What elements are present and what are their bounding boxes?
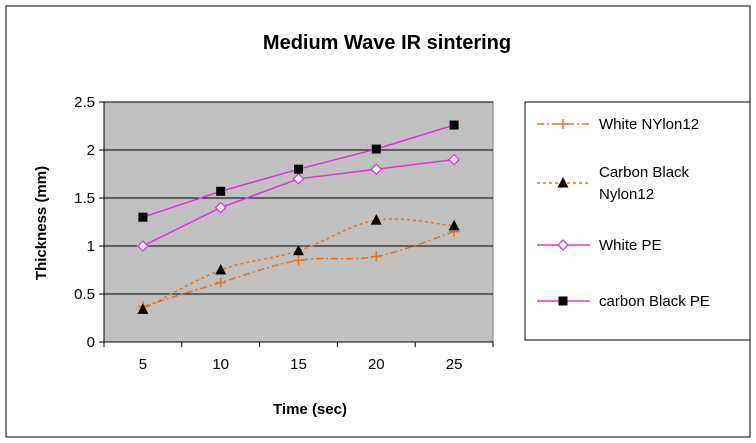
legend-marker bbox=[557, 177, 569, 188]
data-point bbox=[293, 244, 304, 256]
data-point bbox=[216, 186, 226, 196]
legend-label-line: Carbon Black bbox=[599, 164, 690, 181]
data-point bbox=[448, 219, 460, 231]
y-tick-label: 2 bbox=[87, 142, 95, 159]
data-point bbox=[371, 144, 381, 154]
legend-label: White NYlon12 bbox=[599, 116, 699, 133]
legend-marker bbox=[558, 119, 568, 129]
data-point bbox=[371, 251, 382, 262]
series-line-2 bbox=[142, 218, 455, 311]
y-tick-label: 2.5 bbox=[74, 94, 95, 111]
data-point bbox=[370, 214, 382, 225]
data-point bbox=[293, 255, 304, 266]
legend-label-line: Nylon12 bbox=[599, 186, 654, 203]
data-point bbox=[370, 163, 383, 176]
legend-label-line: White PE bbox=[599, 237, 662, 254]
legend-marker bbox=[557, 239, 569, 251]
data-point bbox=[292, 172, 305, 185]
data-point bbox=[138, 212, 148, 222]
legend-label-line: carbon Black PE bbox=[599, 293, 710, 310]
x-axis-title: Time (sec) bbox=[273, 401, 347, 418]
y-tick-label: 0 bbox=[87, 334, 95, 351]
data-point bbox=[294, 164, 303, 174]
data-point bbox=[449, 120, 459, 130]
legend: White NYlon12 Carbon Black Nylon12 White PE… bbox=[524, 101, 751, 341]
legend-label: White PE bbox=[599, 237, 662, 254]
chart-title: Medium Wave IR sintering bbox=[263, 32, 511, 54]
x-tick-label: 15 bbox=[290, 356, 307, 373]
x-tick-label: 10 bbox=[212, 356, 229, 373]
data-point bbox=[137, 303, 149, 314]
y-tick-label: 0.5 bbox=[74, 286, 95, 303]
data-point bbox=[448, 153, 461, 166]
legend-label: Carbon Black Nylon12 bbox=[599, 164, 690, 203]
x-tick-label: 20 bbox=[368, 356, 385, 373]
y-tick-label: 1.5 bbox=[74, 190, 95, 207]
y-tick-label: 1 bbox=[87, 238, 95, 255]
x-tick-label: 25 bbox=[446, 356, 463, 373]
y-axis-title: Thickness (mm) bbox=[33, 166, 50, 280]
x-tick-label: 5 bbox=[139, 356, 147, 373]
data-point bbox=[214, 201, 227, 214]
legend-marker bbox=[558, 296, 568, 306]
data-point bbox=[215, 277, 226, 288]
data-point bbox=[136, 240, 149, 252]
legend-label: carbon Black PE bbox=[599, 293, 710, 310]
plot-background bbox=[103, 101, 494, 343]
plot-area: 0 0.5 1 1.5 2 2.5 5 10 15 20 25 bbox=[74, 94, 494, 373]
legend-label-line: White NYlon12 bbox=[599, 116, 699, 133]
data-point bbox=[215, 264, 227, 275]
